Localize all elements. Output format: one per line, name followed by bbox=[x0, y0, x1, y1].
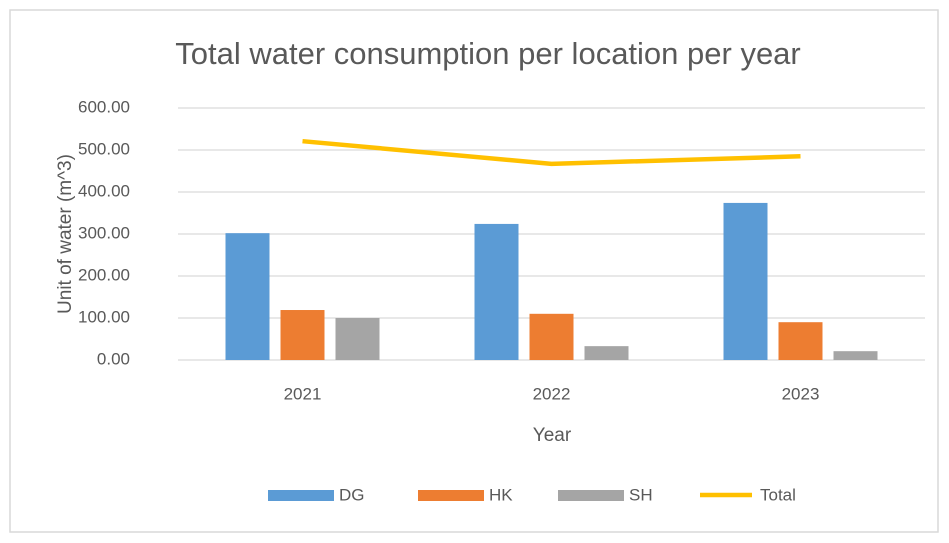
bar bbox=[584, 346, 629, 360]
line bbox=[302, 138, 801, 167]
legend-label: DG bbox=[339, 485, 365, 504]
y-tick-label: 100.00 bbox=[78, 307, 130, 326]
bar bbox=[833, 351, 878, 360]
x-tick-label: 2022 bbox=[533, 384, 571, 403]
y-tick-label: 300.00 bbox=[78, 223, 130, 242]
y-tick-label: 600.00 bbox=[78, 97, 130, 116]
y-tick-label: 400.00 bbox=[78, 181, 130, 200]
chart-frame bbox=[9, 9, 939, 533]
legend-swatch bbox=[558, 490, 624, 501]
x-tick-label: 2023 bbox=[782, 384, 820, 403]
x-axis-label: Year bbox=[533, 425, 572, 446]
y-axis-label: Unit of water (m^3) bbox=[55, 154, 76, 314]
y-tick-label: 0.00 bbox=[97, 349, 130, 368]
bar bbox=[529, 313, 574, 360]
bar bbox=[778, 322, 823, 360]
legend-swatch bbox=[268, 490, 334, 501]
bar bbox=[280, 310, 325, 360]
legend-label: SH bbox=[629, 485, 653, 504]
bar bbox=[474, 223, 519, 360]
legend-label: Total bbox=[760, 485, 796, 504]
legend-label: HK bbox=[489, 485, 513, 504]
x-tick-label: 2021 bbox=[284, 384, 322, 403]
chart-title: Total water consumption per location per… bbox=[175, 36, 801, 71]
y-tick-label: 200.00 bbox=[78, 265, 130, 284]
bar bbox=[335, 318, 380, 360]
legend-swatch bbox=[418, 490, 484, 501]
bar bbox=[225, 233, 270, 360]
bar bbox=[723, 202, 768, 360]
y-tick-label: 500.00 bbox=[78, 139, 130, 158]
